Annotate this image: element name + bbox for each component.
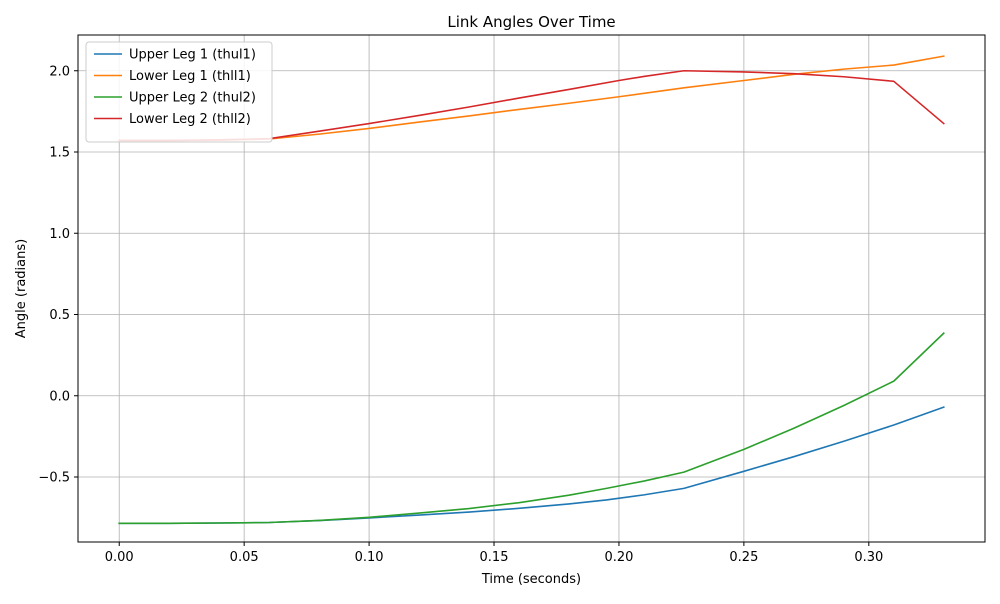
x-tick-label: 0.05 — [230, 550, 259, 565]
legend-label: Lower Leg 1 (thll1) — [129, 69, 251, 84]
grid-lines — [78, 35, 985, 542]
x-tick-label: 0.15 — [480, 550, 509, 565]
y-tick-label: 2.0 — [49, 64, 70, 79]
y-tick-label: 1.0 — [49, 227, 70, 242]
x-tick-label: 0.00 — [105, 550, 134, 565]
x-tick-label: 0.10 — [355, 550, 384, 565]
legend: Upper Leg 1 (thul1) Lower Leg 1 (thll1) Up… — [85, 41, 273, 143]
series-lines — [118, 55, 945, 525]
y-tick-label: −0.5 — [38, 471, 70, 486]
y-tick-label: 1.5 — [49, 146, 70, 161]
series-line-2 — [118, 332, 945, 525]
x-tick-label: 0.20 — [604, 550, 633, 565]
x-axis: 0.00 0.05 0.10 0.15 0.20 0.25 0.30 — [105, 542, 883, 565]
plot-frame — [77, 34, 986, 543]
y-axis: −0.5 0.0 0.5 1.0 1.5 2.0 — [38, 64, 78, 486]
x-tick-label: 0.25 — [729, 550, 758, 565]
legend-box — [85, 41, 273, 143]
y-tick-label: 0.0 — [49, 389, 70, 404]
legend-label: Lower Leg 2 (thll2) — [129, 112, 251, 127]
x-axis-label: Time (seconds) — [481, 572, 581, 587]
legend-label: Upper Leg 1 (thul1) — [129, 48, 256, 63]
legend-label: Upper Leg 2 (thul2) — [129, 91, 256, 106]
x-tick-label: 0.30 — [854, 550, 883, 565]
y-tick-label: 0.5 — [49, 308, 70, 323]
chart-title: Link Angles Over Time — [447, 13, 615, 31]
y-axis-label: Angle (radians) — [14, 239, 29, 338]
